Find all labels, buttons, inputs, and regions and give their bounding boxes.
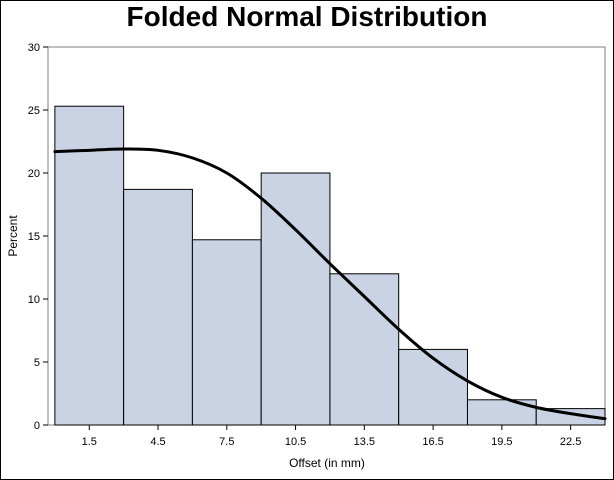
y-axis-label: Percent bbox=[6, 215, 20, 257]
x-tick-label: 4.5 bbox=[150, 436, 165, 448]
histogram-bars bbox=[54, 105, 606, 426]
x-tick-label: 22.5 bbox=[560, 436, 581, 448]
density-curve bbox=[53, 147, 607, 421]
y-tick-label: 25 bbox=[28, 105, 40, 117]
y-tick-label: 5 bbox=[34, 357, 40, 369]
y-tick-label: 15 bbox=[28, 231, 40, 243]
x-tick-label: 7.5 bbox=[219, 436, 234, 448]
x-axis-label: Offset (in mm) bbox=[289, 456, 365, 470]
y-tick-label: 0 bbox=[34, 420, 40, 432]
histogram-bar bbox=[398, 348, 468, 426]
x-tick-label: 10.5 bbox=[285, 436, 306, 448]
axes: 0 5 10 15 20 25 30 1.5 4.5 7.5 10.5 13.5 16.5 19.5 22.… bbox=[28, 42, 582, 448]
histogram-bar bbox=[191, 239, 262, 426]
histogram-bar bbox=[123, 188, 193, 426]
x-tick-label: 16.5 bbox=[422, 436, 443, 448]
x-tick-label: 13.5 bbox=[354, 436, 375, 448]
x-tick-label: 1.5 bbox=[82, 436, 97, 448]
y-tick-label: 20 bbox=[28, 168, 40, 180]
histogram-bar bbox=[260, 172, 331, 426]
x-tick-label: 19.5 bbox=[491, 436, 512, 448]
chart-title: Folded Normal Distribution bbox=[127, 1, 488, 32]
y-tick-label: 10 bbox=[28, 294, 40, 306]
density-curve-layer bbox=[53, 147, 607, 421]
y-tick-label: 30 bbox=[28, 42, 40, 54]
histogram-bar bbox=[54, 105, 125, 426]
